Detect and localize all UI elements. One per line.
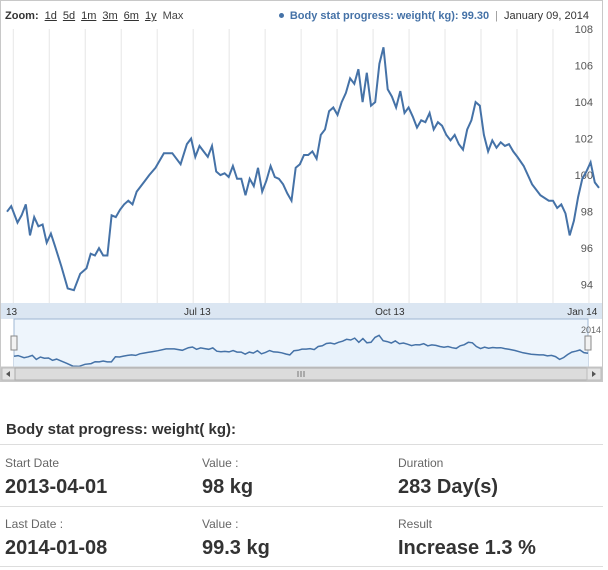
last-value-label: Value : xyxy=(202,517,239,531)
summary-divider-middle xyxy=(0,506,603,507)
result-stat: Result Increase 1.3 % xyxy=(398,517,536,560)
start-value-label: Value : xyxy=(202,456,239,470)
chart-toolbar: Zoom: 1d 5d 1m 3m 6m 1y Max Body stat pr… xyxy=(1,1,602,29)
series-line xyxy=(6,47,600,292)
y-tick-label: 108 xyxy=(575,24,593,36)
x-tick-label: 13 xyxy=(6,307,18,318)
y-tick-label: 94 xyxy=(581,280,593,292)
last-value-value: 99.3 kg xyxy=(202,537,270,559)
y-tick-label: 104 xyxy=(575,97,593,109)
zoom-selector: Zoom: 1d 5d 1m 3m 6m 1y Max xyxy=(5,10,183,22)
last-date-value: 2014-01-08 xyxy=(5,537,108,559)
zoom-1d-button[interactable]: 1d xyxy=(44,10,57,22)
navigator-right-handle[interactable] xyxy=(584,335,592,351)
zoom-3m-button[interactable]: 3m xyxy=(102,10,118,22)
x-tick-label: Jul 13 xyxy=(184,307,211,318)
last-date-stat: Last Date : 2014-01-08 xyxy=(5,517,107,560)
summary-title: Body stat progress: weight( kg): xyxy=(6,421,237,438)
zoom-1m-button[interactable]: 1m xyxy=(81,10,97,22)
legend-marker-icon xyxy=(278,13,284,18)
summary-divider-bottom xyxy=(0,566,603,567)
legend-date: January 09, 2014 xyxy=(503,10,589,22)
zoom-max-button[interactable]: Max xyxy=(162,10,184,22)
zoom-5d-button[interactable]: 5d xyxy=(62,10,76,22)
zoom-1y-button[interactable]: 1y xyxy=(144,10,157,22)
arrow-right-icon xyxy=(592,371,596,377)
zoom-6m-button[interactable]: 6m xyxy=(123,10,139,22)
result-label: Result xyxy=(398,517,433,531)
navigator-left-handle[interactable] xyxy=(10,335,18,351)
x-axis-ticks: 13 Jul 13 Oct 13 Jan 14 xyxy=(6,307,598,318)
chart-legend: Body stat progress: weight( kg): 99.30 |… xyxy=(278,10,589,22)
y-tick-label: 98 xyxy=(581,207,593,219)
start-date-stat: Start Date 2013-04-01 xyxy=(5,456,107,499)
arrow-left-icon xyxy=(6,371,10,377)
zoom-label: Zoom: xyxy=(5,10,39,22)
chart-widget: Zoom: 1d 5d 1m 3m 6m 1y Max Body stat pr… xyxy=(0,0,603,382)
navigator-line xyxy=(13,334,589,368)
y-tick-label: 106 xyxy=(575,61,593,73)
duration-stat: Duration 283 Day(s) xyxy=(398,456,498,499)
grip-icon xyxy=(297,371,305,377)
start-value-value: 98 kg xyxy=(202,476,254,498)
navigator-area xyxy=(14,335,588,367)
x-tick-label: Jan 14 xyxy=(567,307,597,318)
y-tick-label: 96 xyxy=(581,243,593,255)
start-date-value: 2013-04-01 xyxy=(5,476,108,498)
duration-label: Duration xyxy=(398,456,444,470)
summary-divider-top xyxy=(0,444,603,445)
y-tick-label: 102 xyxy=(575,134,593,146)
duration-value: 283 Day(s) xyxy=(398,476,499,498)
result-value: Increase 1.3 % xyxy=(398,537,536,559)
navigator-tick-label: 2014 xyxy=(581,325,601,335)
start-value-stat: Value : 98 kg xyxy=(202,456,253,499)
legend-series-label: Body stat progress: weight( kg): 99.30 xyxy=(289,10,490,22)
x-axis-band xyxy=(1,303,602,319)
x-tick-label: Oct 13 xyxy=(375,307,405,318)
last-date-label: Last Date : xyxy=(5,517,64,531)
last-value-stat: Value : 99.3 kg xyxy=(202,517,270,560)
start-date-label: Start Date xyxy=(5,456,60,470)
legend-separator: | xyxy=(495,10,498,22)
grid-lines xyxy=(12,29,590,303)
